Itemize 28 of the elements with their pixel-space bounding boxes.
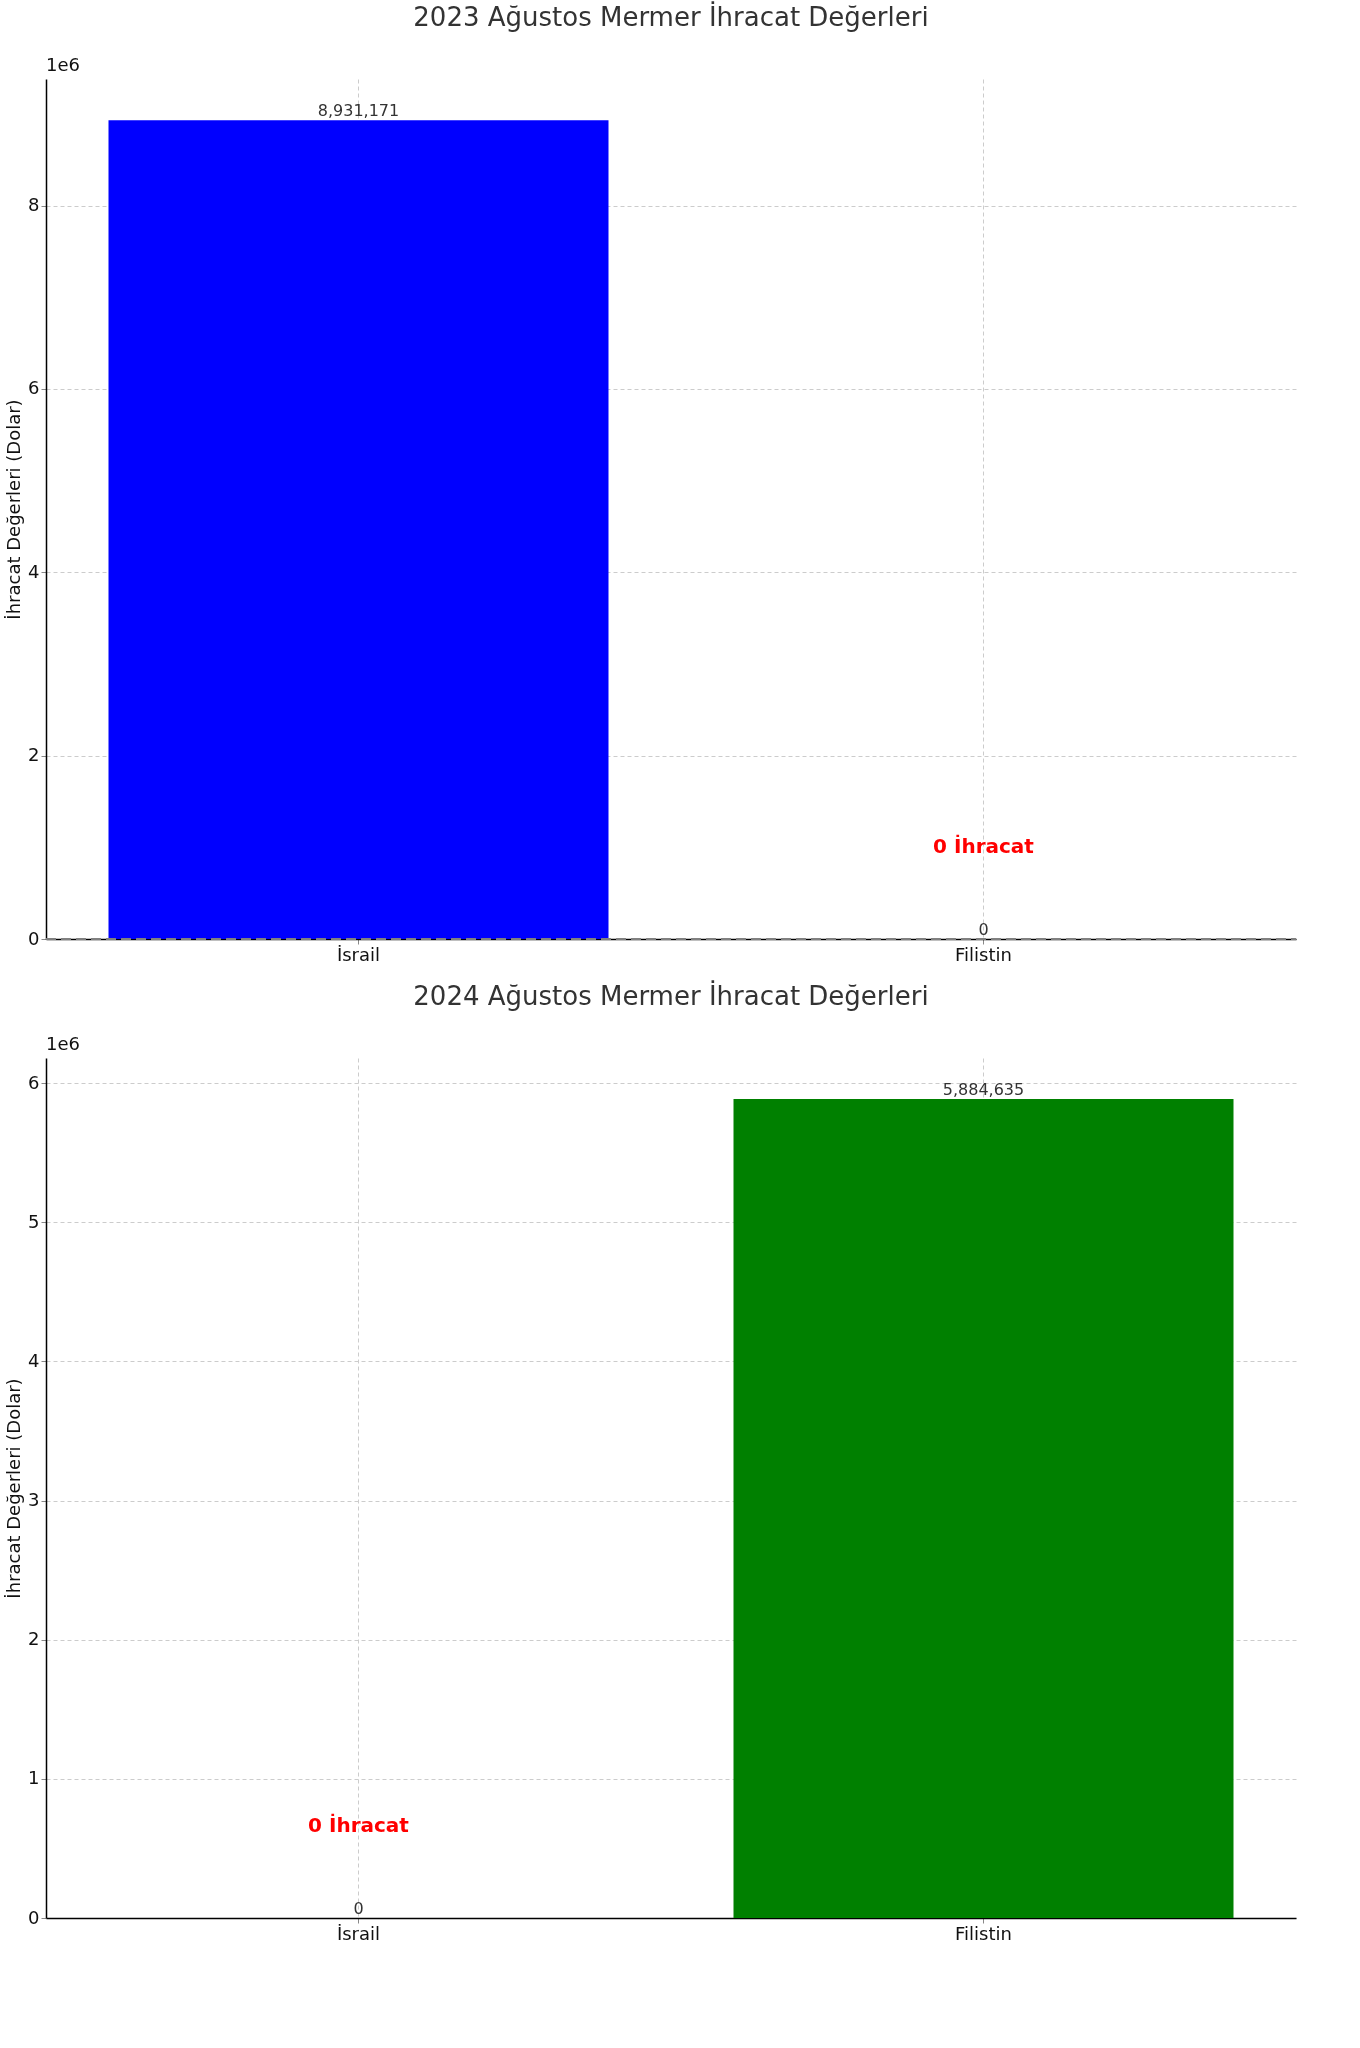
annotation: 8,931,171 [317,101,400,121]
y-axis-title: İhracat Değerleri (Dolar) [3,1378,25,1599]
y-tick-label: 4 [28,1349,40,1371]
x-tick-label: İsrail [336,1922,381,1944]
y-tick-label: 1 [28,1767,40,1789]
y-tick-label: 2 [28,1628,40,1650]
chart-title: 2024 Ağustos Mermer İhracat Değerleri [413,980,929,1011]
x-tick-label: Filistin [955,943,1012,965]
y-tick-label: 4 [28,560,40,582]
y-tick-label: 6 [28,1071,40,1093]
annotation: 0 İhracat [933,834,1035,858]
y-tick-label: 2 [28,744,40,766]
text: 1e6 [46,1033,80,1054]
y-tick-label: 0 [28,1906,40,1928]
annotation: 0 [353,1899,364,1918]
y-tick-label: 8 [28,194,40,216]
y-tick-label: 3 [28,1489,40,1511]
x-tick-label: Filistin [955,1922,1012,1944]
y-axis-title: İhracat Değerleri (Dolar) [3,399,25,620]
text: 1e6 [46,54,80,75]
annotation: 0 [978,920,989,939]
annotation: 5,884,635 [942,1080,1025,1100]
y-tick-label: 0 [28,927,40,949]
annotation: 0 İhracat [308,1813,410,1837]
y-tick-label: 5 [28,1210,40,1232]
x-tick-label: İsrail [336,943,381,965]
chart-title: 2023 Ağustos Mermer İhracat Değerleri [413,1,929,32]
y-tick-label: 6 [28,377,40,399]
